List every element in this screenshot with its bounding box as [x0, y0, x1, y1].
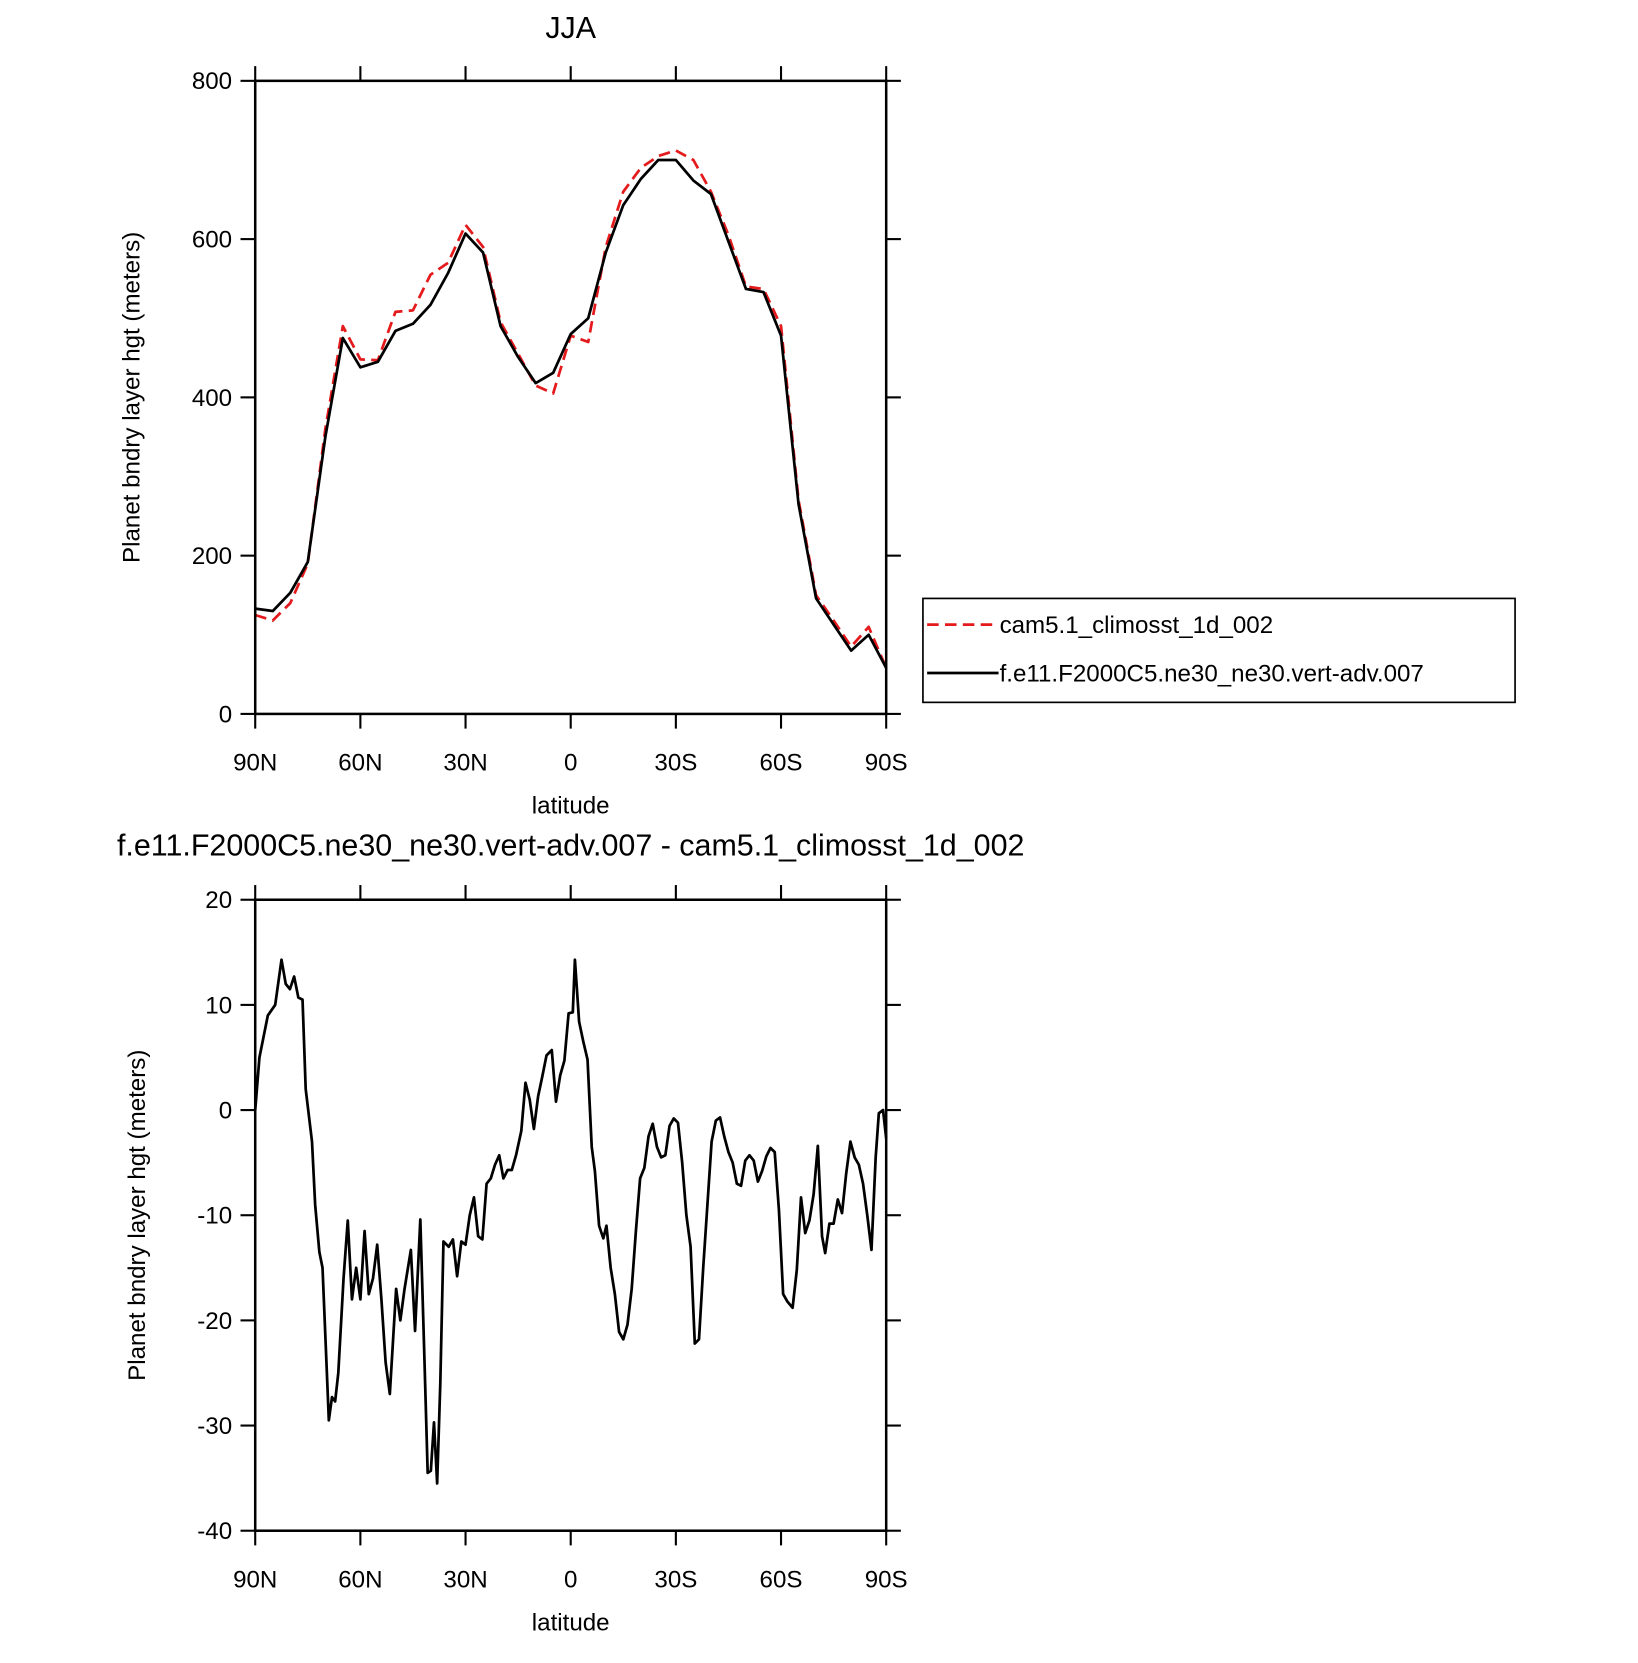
y-tick-label: 400 — [192, 385, 232, 412]
legend-label: cam5.1_climosst_1d_002 — [1000, 612, 1274, 639]
chart-title: f.e11.F2000C5.ne30_ne30.vert-adv.007 - c… — [117, 829, 1025, 863]
x-tick-label: 30N — [443, 1566, 487, 1593]
y-tick-label: -20 — [197, 1308, 232, 1335]
x-tick-label: 60S — [760, 1566, 803, 1593]
y-tick-label: -40 — [197, 1518, 232, 1545]
x-tick-label: 30N — [443, 750, 487, 777]
chart-title: JJA — [545, 11, 596, 45]
y-axis-label: Planet bndry layer hgt (meters) — [119, 232, 146, 563]
x-axis-label: latitude — [532, 1609, 610, 1636]
plot-frame — [253, 898, 888, 1532]
y-tick-label: 0 — [219, 1097, 232, 1124]
data-line — [254, 149, 888, 669]
x-tick-label: 30S — [654, 750, 697, 777]
y-tick-label: 600 — [192, 227, 232, 254]
y-tick-label: 20 — [205, 887, 232, 914]
x-tick-label: 90N — [233, 750, 277, 777]
legend-box — [922, 597, 1516, 704]
data-line — [253, 958, 888, 1485]
y-tick-label: 0 — [219, 701, 232, 728]
y-tick-label: -30 — [197, 1413, 232, 1440]
x-axis-label: latitude — [532, 793, 610, 820]
x-tick-label: 90N — [233, 1566, 277, 1593]
plot-frame — [253, 79, 888, 716]
x-tick-label: 0 — [564, 1566, 577, 1593]
x-tick-label: 90S — [865, 1566, 908, 1593]
legend-label: f.e11.F2000C5.ne30_ne30.vert-adv.007 — [1000, 660, 1424, 687]
y-tick-label: 200 — [192, 543, 232, 570]
x-tick-label: 60S — [760, 750, 803, 777]
x-tick-label: 30S — [654, 1566, 697, 1593]
x-tick-label: 60N — [338, 1566, 382, 1593]
x-tick-label: 0 — [564, 750, 577, 777]
x-tick-label: 90S — [865, 750, 908, 777]
data-line — [255, 158, 888, 669]
y-tick-label: 10 — [205, 992, 232, 1019]
y-tick-label: 800 — [192, 68, 232, 95]
y-axis-label: Planet bndry layer hgt (meters) — [124, 1050, 151, 1381]
y-tick-label: -10 — [197, 1203, 232, 1230]
x-tick-label: 60N — [338, 750, 382, 777]
